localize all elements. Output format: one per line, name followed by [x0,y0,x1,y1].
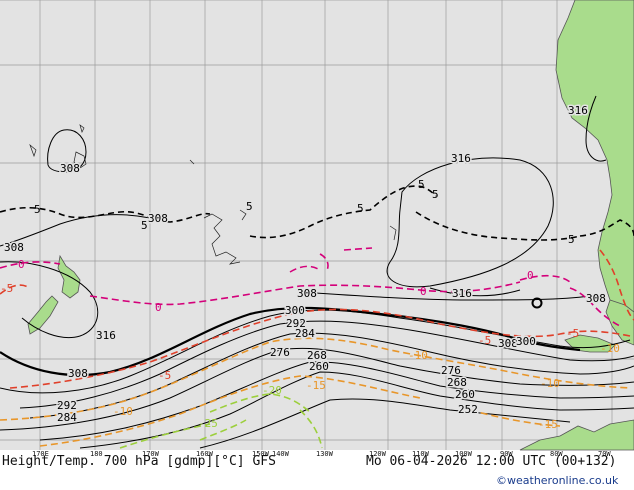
lon-tick: 170W [142,450,160,458]
height-contour-308-east [299,291,591,301]
height-contour-260 [79,371,634,449]
temp-label: -5 [158,369,171,382]
lon-tick: 120W [369,450,387,458]
lon-tick: 100W [455,450,473,458]
height-contours [0,95,634,449]
land-new-zealand-south [27,295,59,335]
lon-tick: 80W [550,450,563,458]
height-label: 308 [148,212,168,225]
temp-label: 0 [527,269,534,282]
height-label: 252 [458,403,478,416]
temp-contours-minus20 [119,393,323,449]
temp-label: -10 [113,405,133,418]
height-label: 300 [516,335,536,348]
height-label: 276 [441,364,461,377]
height-contour-316-west [0,261,99,339]
temp-label: -10 [408,349,428,362]
height-contour-316-chile [585,95,607,162]
height-label: 308 [68,367,88,380]
lon-tick: 180 [90,450,103,458]
height-label: 284 [57,411,77,424]
valid-time: Mo 06-04-2026 12:00 UTC (00+132) [366,454,616,469]
height-label: 300 [285,304,305,317]
lon-tick: 150W [252,450,270,458]
temp-label: -10 [600,342,620,355]
temp-label: 5 [34,203,41,216]
height-label: 292 [57,399,77,412]
lon-tick: 70W [598,450,611,458]
height-contour-308-north [47,129,87,173]
temp-label: -10 [540,377,560,390]
land-new-zealand-north [57,254,81,299]
height-label: 316 [452,287,472,300]
island-outlines [29,124,397,265]
temp-label: -5 [566,327,579,340]
temp-label: 5 [568,233,575,246]
lon-tick: 110W [412,450,430,458]
temp-contours-positive [0,185,634,241]
lon-tick: 90W [500,450,513,458]
height-contour-316-cutoff [386,157,554,288]
height-contour-252 [199,398,571,449]
temp-contours-minus5 [0,249,634,389]
temp-label: 0 [18,258,25,271]
height-label: 260 [455,388,475,401]
longitude-ticks: 170E 180 170W 160W 150W 140W 130W 120W 1… [32,450,611,458]
height-label: 308 [60,162,80,175]
height-label: 308 [4,241,24,254]
height-label: 316 [568,104,588,117]
height-contour-268 [39,361,634,441]
height-contour-300 [0,309,631,394]
temp-contours-zero [0,247,621,327]
height-label: 268 [307,349,327,362]
height-contour-small-loop [531,297,543,309]
temp-labels: 5 5 5 5 5 5 5 0 0 0 0 -5 -5 -5 -5 -10 -1… [0,178,620,431]
height-label: 292 [286,317,306,330]
lon-tick: 130W [316,450,334,458]
height-contour-308-upper [0,214,151,247]
height-label: 316 [96,329,116,342]
height-label: 308 [586,292,606,305]
lon-tick: 160W [196,450,214,458]
temp-label: 5 [357,202,364,215]
temp-label: -5 [478,334,491,347]
temp-contours-minus10 [0,337,631,447]
height-contour-308-main [0,306,581,377]
temp-label: -5 [0,282,13,295]
height-label: 308 [297,287,317,300]
credit-link[interactable]: ©weatheronline.co.uk [496,474,619,487]
temp-label: -20 [262,384,282,397]
height-contour-292 [19,320,634,409]
height-labels: 308 308 308 308 308 308 308 316 316 316 … [3,103,608,426]
lon-tick: 170E [32,450,49,458]
height-contour-276 [0,347,634,431]
lat-lon-grid [0,0,634,450]
temp-label: -15 [538,418,558,431]
land-south-america-tip [605,299,634,346]
height-label: 260 [309,360,329,373]
land-antarctica [519,419,634,451]
height-label: 276 [270,346,290,359]
height-label: 284 [295,327,315,340]
temp-label: 0 [155,301,162,314]
temp-label: 0 [420,285,427,298]
temp-label: 5 [418,178,425,191]
temp-label: -15 [306,379,326,392]
height-label: 308 [498,337,518,350]
temp-label: 5 [141,219,148,232]
height-label: 268 [447,376,467,389]
lon-tick: 140W [272,450,290,458]
temp-label: -25 [198,417,218,430]
map-title: Height/Temp. 700 hPa [gdmp][°C] GFS [2,454,276,469]
temp-label: 5 [246,200,253,213]
height-label: 316 [451,152,471,165]
temp-label: 5 [432,188,439,201]
